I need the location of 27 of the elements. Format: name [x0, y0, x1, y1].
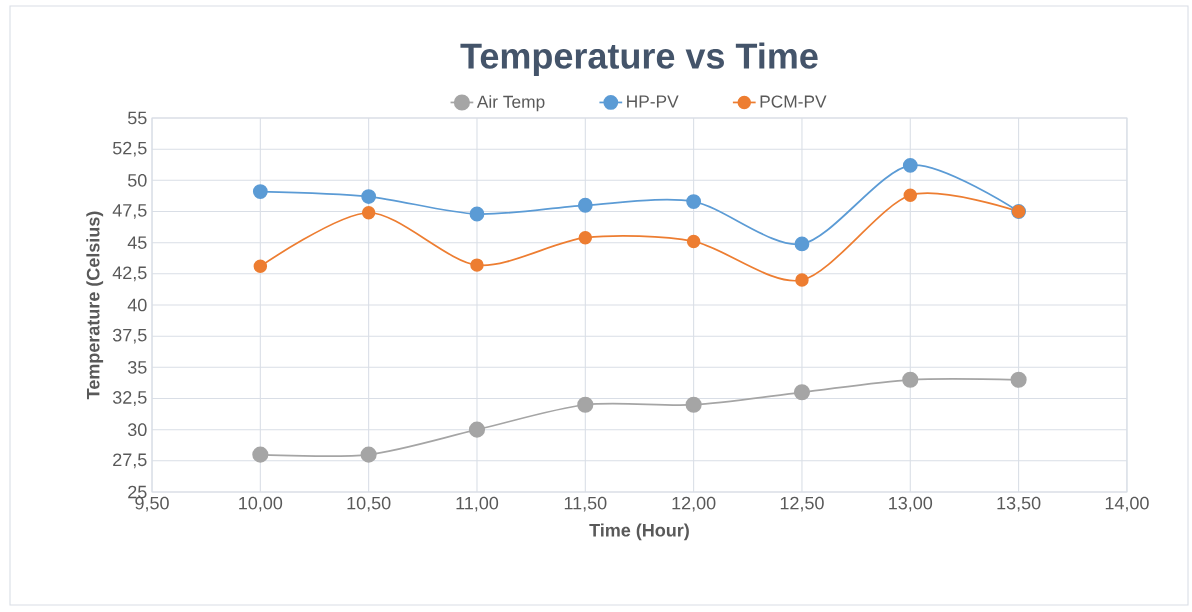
legend-label: Air Temp [476, 95, 545, 112]
y-tick-label: 30 [127, 423, 147, 437]
y-axis-title: Temperature (Celsius) [86, 211, 104, 400]
y-tick-label: 35 [127, 360, 147, 374]
x-tick-label: 12,50 [780, 496, 824, 512]
y-tick-label: 32,5 [112, 391, 147, 406]
legend-label: PCM-PV [760, 95, 827, 108]
y-tick-label: 50 [127, 173, 147, 187]
y-tick-label: 52,5 [112, 141, 147, 157]
x-tick-label: 11,50 [564, 496, 607, 512]
y-tick-label: 47,5 [112, 204, 147, 219]
y-tick-label: 42,5 [112, 266, 147, 282]
y-tick-label: 40 [127, 298, 147, 312]
y-tick-label: 37,5 [112, 328, 147, 344]
x-tick-label: 10,50 [347, 496, 391, 512]
x-tick-label: 14,00 [1105, 496, 1149, 512]
x-tick-label: 12,00 [672, 496, 716, 512]
y-tick-label: 45 [127, 236, 147, 249]
y-tick-label: 55 [127, 111, 147, 125]
y-tick-label: 27,5 [113, 453, 147, 469]
legend-label: HP-PV [627, 95, 679, 108]
x-tick-label: 13,00 [889, 496, 933, 512]
chart-title: Temperature vs Time [460, 42, 818, 76]
x-tick-label: 13,50 [997, 496, 1041, 512]
x-tick-label: 11,00 [456, 496, 499, 512]
x-axis-title: Time (Hour) [589, 523, 689, 541]
x-tick-label: 10,00 [239, 496, 283, 512]
